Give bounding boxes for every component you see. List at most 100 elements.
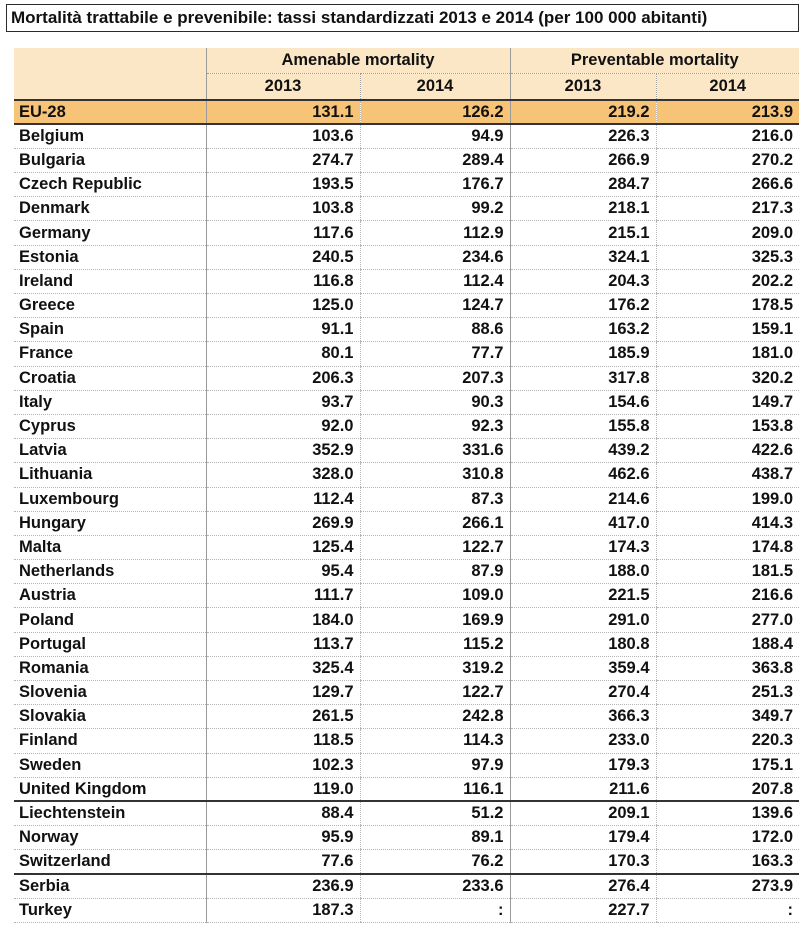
table-row: Greece 125.0 124.7 176.2 178.5 [14,293,799,319]
value-amenable-2013: 328.0 [205,462,360,488]
value-preventable-2014: 153.8 [655,414,799,440]
value-preventable-2014: 349.7 [655,704,799,730]
value-amenable-2013: 92.0 [205,414,360,440]
value-amenable-2014: 87.9 [359,559,510,585]
value-amenable-2014: 109.0 [359,583,510,609]
header-preventable-2014: 2014 [655,73,799,100]
table-row: Denmark 103.8 99.2 218.1 217.3 [14,196,799,222]
table-row: Finland 118.5 114.3 233.0 220.3 [14,728,799,754]
value-amenable-2013: 325.4 [205,656,360,682]
table-row: Slovenia 129.7 122.7 270.4 251.3 [14,680,799,706]
country-name: Romania [14,656,206,682]
value-amenable-2013: 240.5 [205,245,360,270]
value-amenable-2014: 116.1 [359,777,510,802]
value-preventable-2013: 266.9 [509,148,656,174]
country-name: Estonia [14,245,206,270]
value-preventable-2013: 215.1 [509,220,656,246]
value-preventable-2014: 213.9 [655,98,799,126]
table-row: Latvia 352.9 331.6 439.2 422.6 [14,438,799,464]
value-amenable-2014: 233.6 [359,872,510,899]
value-preventable-2014: 199.0 [655,487,799,512]
header-row-years: 2013 2014 2013 2014 [14,73,799,100]
value-amenable-2013: 187.3 [205,898,360,923]
value-preventable-2014: 181.0 [655,341,799,367]
value-amenable-2013: 125.4 [205,535,360,561]
header-amenable-2013: 2013 [205,73,360,100]
value-amenable-2014: 89.1 [359,825,510,851]
value-preventable-2013: 174.3 [509,535,656,561]
value-amenable-2013: 129.7 [205,680,360,706]
table-row: Ireland 116.8 112.4 204.3 202.2 [14,269,799,295]
value-preventable-2013: 233.0 [509,728,656,754]
value-preventable-2014: 251.3 [655,680,799,706]
value-amenable-2013: 118.5 [205,728,360,754]
table-row-eu28: EU-28 131.1 126.2 219.2 213.9 [14,98,799,126]
header-amenable-mortality: Amenable mortality [205,48,510,74]
country-name: Finland [14,728,206,754]
value-amenable-2014: 122.7 [359,535,510,561]
value-preventable-2013: 366.3 [509,704,656,730]
value-amenable-2014: 112.4 [359,269,510,295]
value-amenable-2013: 261.5 [205,704,360,730]
country-name: Austria [14,583,206,609]
country-name: Italy [14,390,206,415]
value-amenable-2014: 76.2 [359,849,510,875]
value-preventable-2013: 211.6 [509,777,656,802]
value-preventable-2013: 180.8 [509,632,656,657]
table-row: Luxembourg 112.4 87.3 214.6 199.0 [14,487,799,512]
table-row: Croatia 206.3 207.3 317.8 320.2 [14,366,799,391]
value-preventable-2014: 266.6 [655,172,799,198]
value-amenable-2014: 126.2 [359,98,510,126]
value-amenable-2014: 97.9 [359,753,510,778]
value-amenable-2014: 90.3 [359,390,510,415]
value-amenable-2014: 319.2 [359,656,510,682]
country-name: Latvia [14,438,206,464]
country-name: Portugal [14,632,206,657]
value-preventable-2014: 320.2 [655,366,799,391]
table-row: Cyprus 92.0 92.3 155.8 153.8 [14,414,799,440]
table-row: Netherlands 95.4 87.9 188.0 181.5 [14,559,799,585]
table-row: France 80.1 77.7 185.9 181.0 [14,341,799,367]
value-amenable-2014: 310.8 [359,462,510,488]
value-amenable-2013: 274.7 [205,148,360,174]
value-amenable-2014: 242.8 [359,704,510,730]
table-row: Turkey 187.3:227.7: [14,898,799,923]
value-preventable-2014: 414.3 [655,511,799,536]
value-preventable-2014: 363.8 [655,656,799,682]
value-amenable-2014: 87.3 [359,487,510,512]
value-preventable-2014: 216.0 [655,124,799,149]
country-name: Netherlands [14,559,206,585]
value-amenable-2014: : [359,898,510,923]
table-row: Italy 93.7 90.3 154.6 149.7 [14,390,799,415]
value-preventable-2014: 175.1 [655,753,799,778]
value-amenable-2014: 289.4 [359,148,510,174]
value-amenable-2013: 95.9 [205,825,360,851]
value-amenable-2013: 206.3 [205,366,360,391]
table-row: Belgium 103.6 94.9 226.3 216.0 [14,124,799,149]
value-preventable-2013: 214.6 [509,487,656,512]
value-amenable-2013: 116.8 [205,269,360,295]
table-row: Germany 117.6 112.9 215.1 209.0 [14,220,799,246]
country-name: Turkey [14,898,206,923]
value-preventable-2014: 422.6 [655,438,799,464]
country-name: Croatia [14,366,206,391]
table-row: Norway 95.9 89.1 179.4 172.0 [14,825,799,851]
table-row: Poland 184.0 169.9 291.0 277.0 [14,607,799,633]
table-row: Romania 325.4 319.2 359.4 363.8 [14,656,799,682]
value-preventable-2013: 176.2 [509,293,656,319]
value-preventable-2014: 277.0 [655,607,799,633]
country-name: EU-28 [14,98,206,126]
value-preventable-2014: 207.8 [655,777,799,802]
value-amenable-2014: 92.3 [359,414,510,440]
value-amenable-2014: 88.6 [359,317,510,343]
value-amenable-2014: 114.3 [359,728,510,754]
value-amenable-2013: 102.3 [205,753,360,778]
country-name: Czech Republic [14,172,206,198]
value-preventable-2013: 270.4 [509,680,656,706]
value-preventable-2013: 324.1 [509,245,656,270]
country-name: Norway [14,825,206,851]
country-name: Serbia [14,872,206,899]
value-preventable-2014: 220.3 [655,728,799,754]
value-preventable-2013: 179.4 [509,825,656,851]
table-row: Liechtenstein 88.4 51.2 209.1 139.6 [14,800,799,827]
